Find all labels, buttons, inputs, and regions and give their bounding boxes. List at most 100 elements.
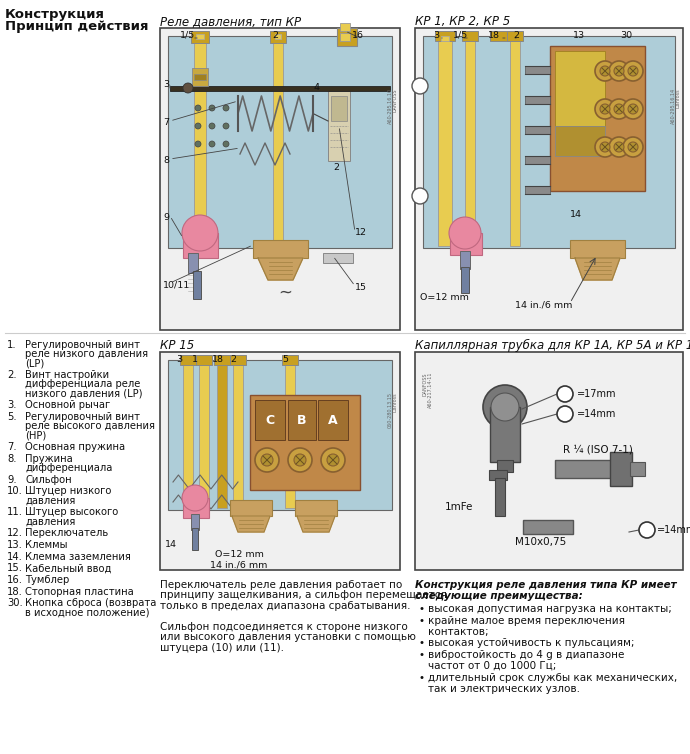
Text: 2.: 2. <box>7 370 17 380</box>
Text: Переключатель: Переключатель <box>25 528 108 538</box>
Text: вибростойкость до 4 g в диапазоне: вибростойкость до 4 g в диапазоне <box>428 651 624 661</box>
Circle shape <box>600 66 610 76</box>
Text: •: • <box>419 604 425 614</box>
Bar <box>250 395 360 490</box>
Text: 3.: 3. <box>7 400 17 410</box>
Text: 15: 15 <box>355 283 367 292</box>
Bar <box>555 460 620 478</box>
Text: Danfoss: Danfoss <box>393 392 397 412</box>
Circle shape <box>600 142 610 152</box>
Text: 1/5: 1/5 <box>453 31 469 40</box>
Text: длительный срок службы как механических,: длительный срок службы как механических, <box>428 673 678 683</box>
Bar <box>510 38 520 246</box>
Text: 14: 14 <box>570 210 582 219</box>
Text: 2: 2 <box>272 31 278 40</box>
Bar <box>423 36 675 248</box>
Text: B: B <box>297 413 307 427</box>
Text: •: • <box>419 651 425 661</box>
Bar <box>318 400 348 440</box>
Text: O=12 mm: O=12 mm <box>215 550 264 559</box>
Text: давления: давления <box>25 516 75 526</box>
Text: 12: 12 <box>355 228 367 237</box>
Bar <box>441 36 449 41</box>
Text: 30.: 30. <box>7 599 23 608</box>
Text: Основная пружина: Основная пружина <box>25 442 125 452</box>
Bar <box>450 233 482 255</box>
Bar <box>196 355 212 365</box>
Circle shape <box>557 406 573 422</box>
Circle shape <box>223 141 229 147</box>
Text: 3: 3 <box>163 80 169 89</box>
Circle shape <box>609 137 629 157</box>
Bar <box>199 362 209 508</box>
Text: Стопорная пластина: Стопорная пластина <box>25 587 134 596</box>
Text: высокая допустимая нагрузка на контакты;: высокая допустимая нагрузка на контакты; <box>428 604 672 614</box>
Bar <box>438 38 452 246</box>
Circle shape <box>209 141 215 147</box>
Text: Принцип действия: Принцип действия <box>5 20 148 33</box>
Bar <box>168 36 392 248</box>
Text: 3: 3 <box>433 31 439 40</box>
Circle shape <box>628 142 638 152</box>
Text: 10/11: 10/11 <box>163 280 190 289</box>
Text: Клеммы: Клеммы <box>25 540 68 550</box>
Text: •: • <box>419 673 425 683</box>
Text: Сильфон подсоединяется к стороне низкого: Сильфон подсоединяется к стороне низкого <box>160 622 408 632</box>
Text: A60-295.16.10: A60-295.16.10 <box>388 88 393 124</box>
Text: Клемма заземления: Клемма заземления <box>25 551 131 562</box>
Bar <box>555 126 605 156</box>
Text: =14mm: =14mm <box>577 409 616 419</box>
Text: 11.: 11. <box>7 507 23 517</box>
Text: Кабельный ввод: Кабельный ввод <box>25 563 111 573</box>
Circle shape <box>623 61 643 81</box>
Circle shape <box>609 99 629 119</box>
Text: (HP): (HP) <box>25 431 46 440</box>
Text: M10x0,75: M10x0,75 <box>515 537 566 547</box>
Bar <box>462 31 478 41</box>
Bar <box>192 528 198 550</box>
Text: 5: 5 <box>282 355 288 364</box>
Text: Кнопка сброса (возврата: Кнопка сброса (возврата <box>25 599 157 608</box>
Text: Конструкция реле давления типа КР имеет: Конструкция реле давления типа КР имеет <box>415 580 677 590</box>
Bar <box>273 38 283 246</box>
Circle shape <box>595 99 615 119</box>
Circle shape <box>182 485 208 511</box>
Bar <box>233 362 243 508</box>
Bar <box>340 23 350 31</box>
Polygon shape <box>575 258 620 280</box>
Bar <box>415 28 683 330</box>
Bar <box>295 500 337 516</box>
Text: 10.: 10. <box>7 486 23 496</box>
Text: или высокого давления установки с помощью: или высокого давления установки с помощь… <box>160 633 416 642</box>
Text: так и электрических узлов.: так и электрических узлов. <box>428 683 580 694</box>
Circle shape <box>209 123 215 129</box>
Circle shape <box>223 123 229 129</box>
Bar <box>160 28 400 330</box>
Text: Основной рычаг: Основной рычаг <box>25 400 110 410</box>
Text: Тумблер: Тумблер <box>25 575 69 585</box>
Text: 16.: 16. <box>7 575 23 585</box>
Text: низкого давления (LP): низкого давления (LP) <box>25 388 143 399</box>
Text: ~: ~ <box>278 284 292 302</box>
Bar <box>193 271 201 299</box>
Text: Регулировочный винт: Регулировочный винт <box>25 340 140 350</box>
Bar <box>525 66 550 74</box>
Text: Винт настройки: Винт настройки <box>25 370 109 380</box>
Bar <box>323 253 353 263</box>
Circle shape <box>261 454 273 466</box>
Bar <box>490 31 520 41</box>
Bar <box>495 478 505 516</box>
Bar <box>196 34 204 39</box>
Text: 1mFe: 1mFe <box>445 502 473 512</box>
Text: дифференциала: дифференциала <box>25 463 112 473</box>
Bar <box>337 28 357 46</box>
Circle shape <box>195 123 201 129</box>
Circle shape <box>294 454 306 466</box>
Circle shape <box>288 448 312 472</box>
Bar <box>285 362 295 508</box>
Text: 18.: 18. <box>7 587 23 596</box>
Text: дифференциала реле: дифференциала реле <box>25 379 140 389</box>
Bar <box>214 355 230 365</box>
Text: Регулировочный винт: Регулировочный винт <box>25 412 140 422</box>
Bar <box>191 514 199 530</box>
